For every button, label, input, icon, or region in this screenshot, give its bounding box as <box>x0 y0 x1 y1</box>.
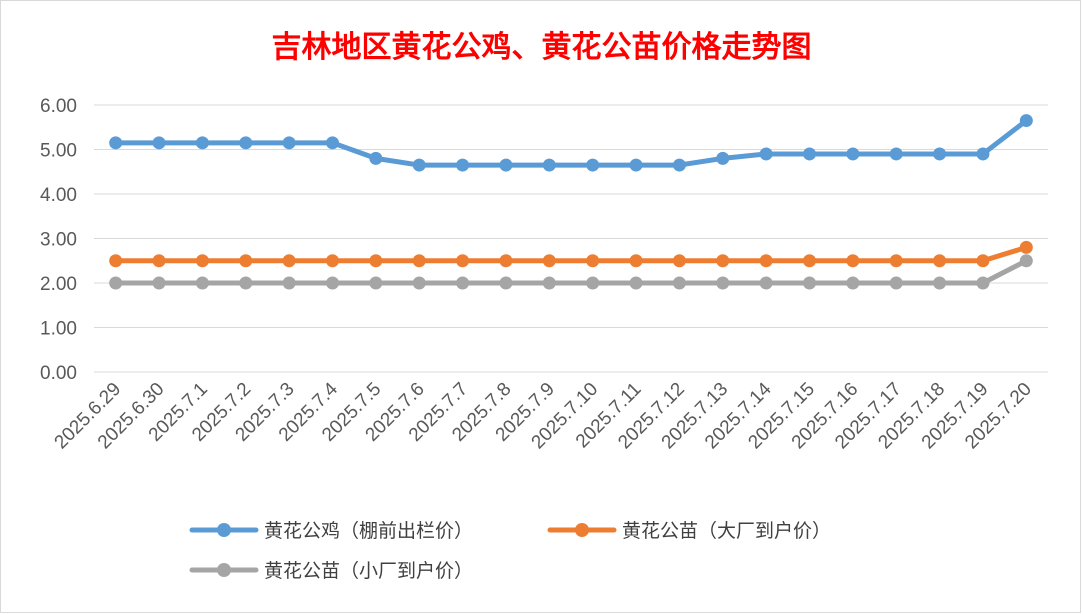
chart-title: 吉林地区黄花公鸡、黄花公苗价格走势图 <box>271 30 812 65</box>
data-point <box>239 254 253 268</box>
data-point <box>976 147 990 161</box>
data-point <box>759 147 773 161</box>
data-point <box>412 254 426 268</box>
legend-item: 黄花公苗（大厂到户价） <box>547 520 831 542</box>
data-point <box>456 158 470 172</box>
legend-item: 黄花公苗（小厂到户价） <box>189 560 473 582</box>
data-point <box>369 254 383 268</box>
series-layer <box>109 114 1033 290</box>
data-point <box>629 158 643 172</box>
data-point <box>282 136 296 150</box>
series-3 <box>109 254 1033 290</box>
legend-item: 黄花公鸡（棚前出栏价） <box>189 520 473 542</box>
data-point <box>846 147 860 161</box>
legend: 黄花公鸡（棚前出栏价） 黄花公苗（大厂到户价） 黄花公苗（小厂到户价） <box>189 520 831 582</box>
y-tick-label: 5.00 <box>40 141 77 162</box>
y-tick-label: 6.00 <box>40 96 77 117</box>
data-point <box>282 276 296 290</box>
data-point <box>412 276 426 290</box>
series-line <box>113 118 1029 168</box>
data-point <box>499 254 513 268</box>
data-point <box>195 254 209 268</box>
data-point <box>239 276 253 290</box>
data-point <box>672 158 686 172</box>
data-point <box>109 136 123 150</box>
data-point <box>152 276 166 290</box>
legend-marker <box>575 523 589 537</box>
data-point <box>586 276 600 290</box>
data-point <box>326 136 339 150</box>
data-point <box>976 254 990 268</box>
y-tick-label: 0.00 <box>40 363 77 384</box>
data-point <box>716 276 730 290</box>
legend-marker <box>217 523 231 537</box>
data-point <box>629 254 643 268</box>
data-point <box>369 276 383 290</box>
data-point <box>803 276 816 290</box>
data-point <box>1019 114 1033 128</box>
data-point <box>629 276 643 290</box>
y-tick-label: 1.00 <box>40 319 77 340</box>
data-point <box>282 254 296 268</box>
data-point <box>369 151 383 165</box>
series-line <box>113 244 1029 264</box>
data-point <box>933 147 947 161</box>
data-point <box>109 276 123 290</box>
data-point <box>759 254 773 268</box>
data-point <box>499 276 513 290</box>
y-tick-label: 2.00 <box>40 274 77 295</box>
data-point <box>152 254 166 268</box>
legend-label: 黄花公苗（大厂到户价） <box>622 520 831 542</box>
legend-marker <box>217 563 231 577</box>
data-point <box>542 158 556 172</box>
y-axis-ticks: 0.00 1.00 2.00 3.00 4.00 5.00 6.00 <box>40 96 77 384</box>
data-point <box>239 136 253 150</box>
data-point <box>976 276 990 290</box>
data-point <box>846 276 860 290</box>
data-point <box>759 276 773 290</box>
data-point <box>326 254 339 268</box>
data-point <box>152 136 166 150</box>
data-point <box>456 276 470 290</box>
data-point <box>803 254 816 268</box>
data-point <box>889 147 903 161</box>
data-point <box>672 276 686 290</box>
data-point <box>1019 240 1033 254</box>
legend-label: 黄花公鸡（棚前出栏价） <box>264 520 473 542</box>
data-point <box>889 276 903 290</box>
y-tick-label: 4.00 <box>40 185 77 206</box>
x-axis-ticks: 2025.6.292025.6.302025.7.12025.7.22025.7… <box>51 378 1036 453</box>
legend-label: 黄花公苗（小厂到户价） <box>264 560 473 582</box>
series-line <box>113 258 1029 286</box>
data-point <box>803 147 816 161</box>
data-point <box>933 276 947 290</box>
data-point <box>933 254 947 268</box>
y-tick-label: 3.00 <box>40 230 77 251</box>
data-point <box>1019 254 1033 268</box>
data-point <box>716 254 730 268</box>
data-point <box>195 276 209 290</box>
data-point <box>672 254 686 268</box>
data-point <box>456 254 470 268</box>
data-point <box>542 254 556 268</box>
data-point <box>889 254 903 268</box>
data-point <box>586 158 600 172</box>
data-point <box>846 254 860 268</box>
data-point <box>716 151 730 165</box>
series-1 <box>109 114 1033 172</box>
data-point <box>586 254 600 268</box>
series-2 <box>109 240 1033 268</box>
data-point <box>499 158 513 172</box>
data-point <box>195 136 209 150</box>
data-point <box>326 276 339 290</box>
data-point <box>109 254 123 268</box>
data-point <box>412 158 426 172</box>
data-point <box>542 276 556 290</box>
